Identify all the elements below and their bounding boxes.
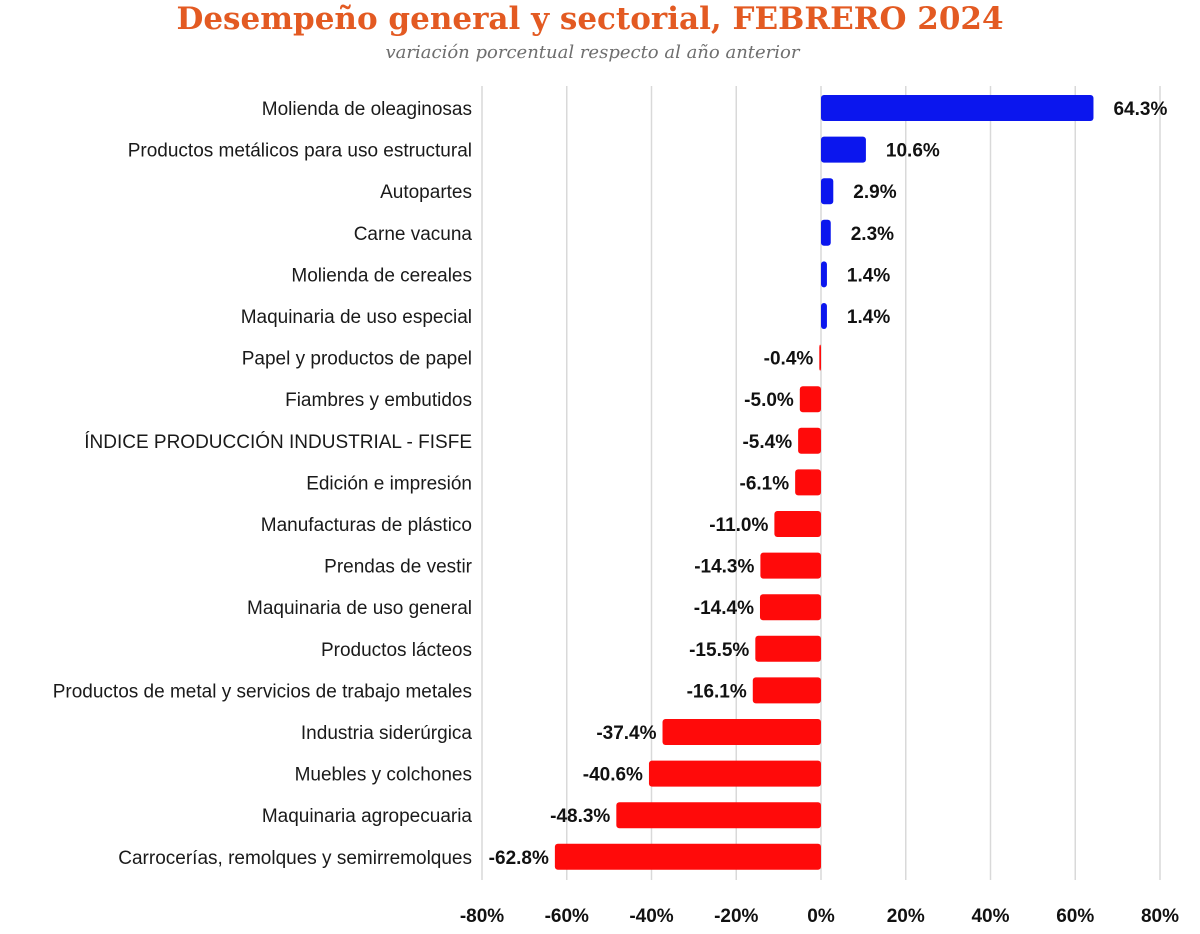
- category-labels: Molienda de oleaginosas Productos metálic…: [53, 99, 473, 869]
- category-label: Productos de metal y servicios de trabaj…: [53, 681, 472, 702]
- bar: [821, 95, 1094, 121]
- bar: [774, 511, 821, 537]
- x-tick-label: -40%: [629, 906, 673, 927]
- bar: [819, 344, 821, 371]
- value-label: -62.8%: [489, 848, 549, 869]
- category-label: Maquinaria de uso especial: [241, 307, 472, 328]
- bar: [821, 136, 866, 163]
- value-label: -40.6%: [583, 765, 643, 786]
- chart-title: Desempeño general y sectorial, FEBRERO 2…: [176, 1, 1004, 37]
- category-label: Carne vacuna: [354, 224, 473, 245]
- category-label: Prendas de vestir: [324, 557, 473, 578]
- category-label: Edición e impresión: [306, 473, 472, 494]
- category-label: Papel y productos de papel: [242, 349, 472, 370]
- chart-subtitle: variación porcentual respecto al año ant…: [385, 42, 800, 63]
- category-label: Industria siderúrgica: [301, 723, 473, 744]
- value-label: -48.3%: [550, 806, 610, 827]
- category-label: ÍNDICE PRODUCCIÓN INDUSTRIAL - FISFE: [84, 431, 472, 453]
- value-label: -14.4%: [694, 598, 754, 619]
- bar: [755, 635, 821, 662]
- value-label: -37.4%: [596, 723, 656, 744]
- value-label: -14.3%: [694, 557, 754, 578]
- bar: [648, 760, 821, 787]
- category-label: Maquinaria de uso general: [247, 598, 472, 619]
- bar: [821, 261, 827, 288]
- bar: [821, 219, 831, 246]
- bar: [662, 719, 821, 745]
- bar: [799, 386, 821, 413]
- x-tick-label: 60%: [1056, 906, 1094, 927]
- category-label: Carrocerías, remolques y semirremolques: [118, 848, 472, 869]
- category-label: Productos lácteos: [321, 640, 472, 661]
- value-labels: 64.3% 10.6% 2.9% 2.3% 1.4% 1.4% -0.4% -5.0% -5.4…: [489, 99, 1168, 869]
- bar: [616, 802, 821, 829]
- category-label: Manufacturas de plástico: [261, 515, 472, 536]
- x-tick-label: -60%: [545, 906, 589, 927]
- value-label: 2.9%: [853, 182, 896, 203]
- value-label: 1.4%: [847, 265, 890, 286]
- x-tick-label: -80%: [460, 906, 504, 927]
- value-label: -0.4%: [764, 349, 814, 370]
- category-label: Maquinaria agropecuaria: [262, 806, 473, 827]
- x-axis-tick-labels: -80% -60% -40% -20% 0% 20% 40% 60% 80%: [460, 906, 1179, 927]
- value-label: -6.1%: [740, 473, 790, 494]
- value-label: 64.3%: [1113, 99, 1167, 120]
- x-tick-label: 0%: [807, 906, 835, 927]
- gridlines: [481, 86, 1161, 880]
- bar: [554, 843, 821, 870]
- value-label: 1.4%: [847, 307, 890, 328]
- category-label: Fiambres y embutidos: [285, 390, 472, 411]
- category-label: Productos metálicos para uso estructural: [128, 141, 472, 162]
- bar: [821, 303, 827, 329]
- value-label: -5.4%: [742, 432, 792, 453]
- value-label: -11.0%: [709, 515, 768, 536]
- bar: [821, 178, 834, 205]
- bar: [759, 594, 821, 621]
- bar: [798, 427, 821, 454]
- value-label: 10.6%: [886, 141, 940, 162]
- bar: [795, 469, 821, 496]
- category-label: Molienda de oleaginosas: [262, 99, 472, 120]
- bars: [554, 95, 1094, 870]
- bar: [760, 552, 821, 579]
- x-tick-label: 80%: [1141, 906, 1179, 927]
- x-tick-label: -20%: [714, 906, 758, 927]
- value-label: 2.3%: [851, 224, 894, 245]
- category-label: Autopartes: [380, 182, 472, 203]
- category-label: Muebles y colchones: [295, 765, 472, 786]
- bar: [752, 677, 821, 704]
- x-tick-label: 40%: [971, 906, 1009, 927]
- x-tick-label: 20%: [887, 906, 925, 927]
- value-label: -15.5%: [689, 640, 749, 661]
- category-label: Molienda de cereales: [291, 265, 472, 286]
- value-label: -5.0%: [744, 390, 794, 411]
- value-label: -16.1%: [687, 681, 747, 702]
